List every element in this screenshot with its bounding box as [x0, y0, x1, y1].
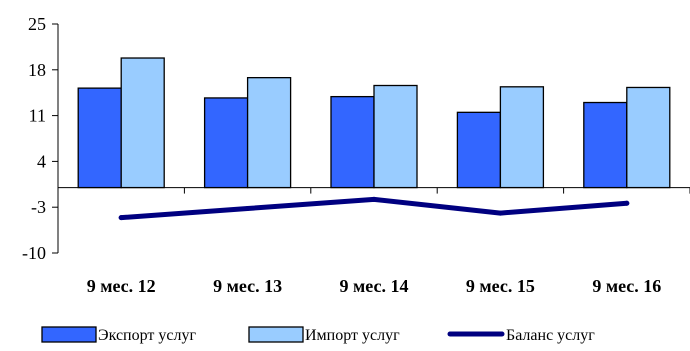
x-category-label: 9 мес. 13	[213, 276, 282, 296]
y-tick-label: 4	[37, 151, 46, 171]
legend: Экспорт услуг Импорт услуг Баланс услуг	[41, 326, 595, 344]
bar-import-3	[499, 86, 545, 189]
bar-import-1	[246, 77, 292, 189]
balance-point	[371, 196, 377, 202]
y-tick-label: 25	[28, 14, 46, 34]
legend-label-balance: Баланс услуг	[506, 327, 595, 344]
bar-export-4	[583, 101, 628, 189]
legend-label-import: Импорт услуг	[305, 327, 400, 344]
x-category-label: 9 мес. 12	[87, 276, 156, 296]
balance-point	[118, 215, 124, 221]
legend-label-export: Экспорт услуг	[98, 327, 196, 344]
bar-import-4	[626, 86, 671, 189]
bar-import-2	[373, 84, 418, 189]
balance-point	[497, 210, 503, 216]
x-category-label: 9 мес. 15	[466, 276, 535, 296]
y-tick-label: -3	[31, 197, 46, 217]
legend-swatch-import	[248, 326, 304, 343]
bar-export-1	[203, 97, 249, 189]
y-tick-label: -10	[22, 243, 46, 263]
bars-layer	[77, 57, 671, 189]
legend-swatch-export	[41, 326, 97, 343]
y-tick-labels: 25 18 11 4 -3 -10	[22, 14, 46, 263]
balance-line	[118, 196, 630, 221]
balance-point	[624, 200, 630, 206]
y-tick-label: 11	[29, 106, 46, 126]
x-category-labels: 9 мес. 12 9 мес. 13 9 мес. 14 9 мес. 15 9 ме…	[87, 276, 662, 296]
y-tick-label: 18	[28, 60, 46, 80]
bar-export-3	[456, 111, 502, 189]
bar-import-0	[120, 57, 165, 189]
bar-export-2	[330, 95, 375, 189]
x-category-label: 9 мес. 14	[340, 276, 409, 296]
x-category-label: 9 мес. 16	[592, 276, 661, 296]
balance-point	[245, 206, 251, 212]
balance-line-layer	[118, 196, 630, 221]
bar-export-0	[77, 87, 122, 189]
axes-layer	[52, 23, 690, 254]
